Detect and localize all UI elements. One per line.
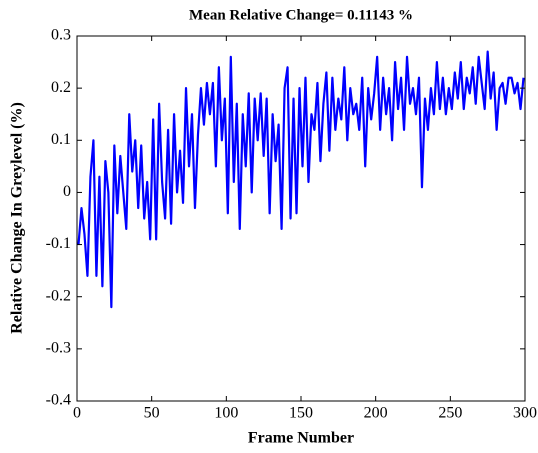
y-tick-label: -0.4 [46,392,71,409]
y-tick-label: 0.2 [51,79,71,96]
x-tick-label: 50 [144,405,160,422]
y-tick-label: -0.1 [46,235,71,252]
y-tick-label: 0.3 [51,27,71,44]
x-tick-label: 300 [513,405,537,422]
data-line [77,50,525,309]
y-tick-label: 0 [63,183,71,200]
plot-frame [76,35,526,402]
x-axis-label: Frame Number [248,430,354,447]
x-tick-label: 200 [364,405,388,422]
y-tick-label: -0.2 [46,287,71,304]
y-tick-label: 0.1 [51,131,71,148]
y-axis-label: Relative Change In Greylevel (%) [9,102,26,334]
chart-title: Mean Relative Change= 0.11143 % [189,7,413,23]
x-tick-label: 150 [289,405,313,422]
x-tick-label: 250 [438,405,462,422]
x-tick-label: 100 [214,405,238,422]
y-tick-label: -0.3 [46,340,71,357]
x-tick-label: 0 [73,405,81,422]
